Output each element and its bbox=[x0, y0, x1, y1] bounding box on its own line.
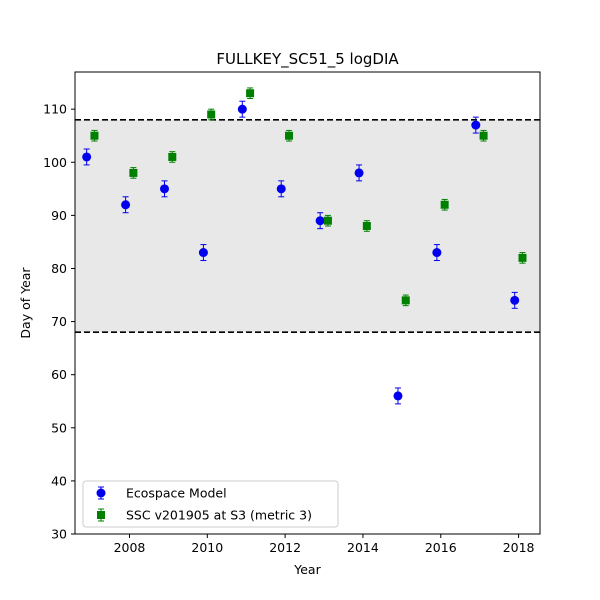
series-1 bbox=[90, 87, 527, 307]
y-tick-label: 30 bbox=[51, 527, 67, 542]
data-point bbox=[129, 168, 138, 177]
data-point bbox=[393, 391, 403, 401]
data-point bbox=[440, 200, 449, 209]
data-point bbox=[246, 89, 255, 98]
y-tick-label: 50 bbox=[51, 420, 67, 435]
x-tick-label: 2010 bbox=[191, 540, 223, 555]
y-tick-label: 110 bbox=[43, 102, 67, 117]
data-point bbox=[82, 152, 92, 162]
data-point bbox=[237, 104, 247, 114]
y-tick-label: 100 bbox=[43, 155, 67, 170]
data-point bbox=[168, 152, 177, 161]
y-tick-label: 80 bbox=[51, 261, 67, 276]
data-point bbox=[323, 216, 332, 225]
y-tick-label: 90 bbox=[51, 208, 67, 223]
y-tick-label: 70 bbox=[51, 314, 67, 329]
data-point bbox=[362, 222, 371, 230]
x-axis-ticks: 2008 2010 2012 2014 2016 2018 bbox=[114, 534, 535, 555]
data-point bbox=[198, 248, 208, 258]
y-axis-ticks: 30 40 50 60 70 80 90 100 110 bbox=[43, 102, 75, 542]
x-tick-label: 2012 bbox=[269, 540, 301, 555]
data-point bbox=[471, 120, 481, 130]
data-point bbox=[90, 131, 99, 140]
plot-area bbox=[74, 71, 541, 535]
y-tick-label: 60 bbox=[51, 367, 67, 382]
legend: Ecospace Model SSC v201905 at S3 (metric … bbox=[82, 480, 339, 528]
data-point bbox=[159, 184, 169, 194]
data-point bbox=[510, 295, 520, 305]
legend-marker bbox=[97, 511, 105, 519]
y-tick-label: 40 bbox=[51, 473, 67, 488]
series-0 bbox=[82, 100, 520, 405]
legend-label: Ecospace Model bbox=[126, 486, 227, 501]
data-point bbox=[121, 200, 131, 210]
x-tick-label: 2008 bbox=[114, 540, 146, 555]
x-tick-label: 2016 bbox=[425, 540, 457, 555]
reference-band bbox=[75, 119, 540, 333]
data-point bbox=[207, 110, 216, 119]
chart-title: FULLKEY_SC51_5 logDIA bbox=[216, 50, 399, 69]
x-axis-title: Year bbox=[293, 562, 321, 577]
axes-frame bbox=[74, 71, 541, 535]
data-point bbox=[401, 296, 410, 305]
data-point bbox=[518, 253, 527, 262]
legend-box bbox=[82, 480, 339, 528]
x-tick-label: 2018 bbox=[503, 540, 535, 555]
data-point bbox=[354, 168, 364, 178]
data-point bbox=[285, 131, 294, 140]
y-axis-title: Day of Year bbox=[18, 267, 33, 339]
data-point bbox=[432, 248, 442, 258]
data-point bbox=[479, 131, 488, 140]
legend-marker bbox=[96, 488, 106, 498]
data-point bbox=[276, 184, 286, 194]
data-point bbox=[315, 216, 325, 226]
legend-label: SSC v201905 at S3 (metric 3) bbox=[126, 508, 312, 523]
x-tick-label: 2014 bbox=[347, 540, 379, 555]
